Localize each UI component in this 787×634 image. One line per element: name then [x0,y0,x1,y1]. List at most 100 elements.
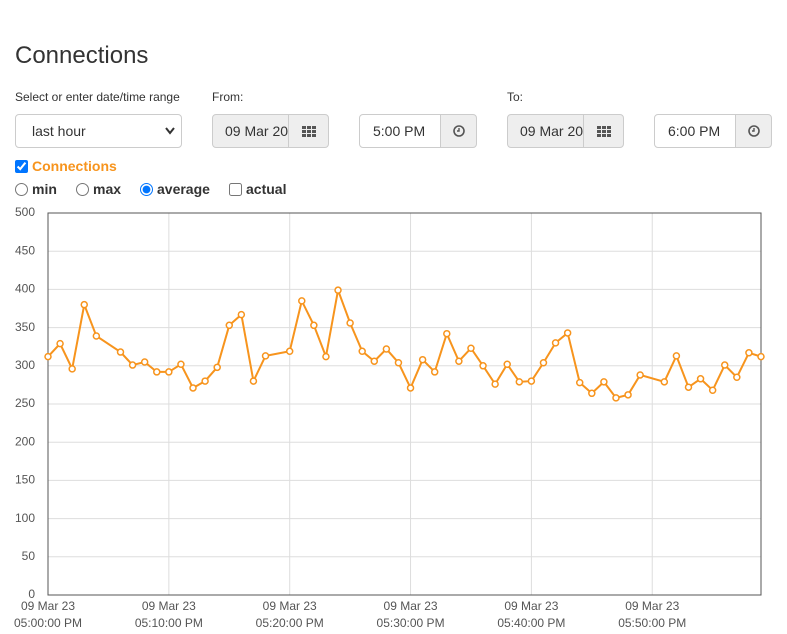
data-point [68,365,76,373]
y-tick-label: 150 [15,473,35,487]
clock-button[interactable] [440,114,477,148]
y-tick-label: 200 [15,434,35,448]
data-point [225,321,234,330]
data-point [128,361,137,369]
data-point [636,371,644,379]
to-date[interactable]: 09 Mar 2023 [507,114,584,148]
data-point [733,373,741,382]
mode-option[interactable]: min [15,181,57,197]
calendar-icon [596,125,611,137]
data-point [80,300,89,309]
chart: 0 50 100 150 200 250 300 350 400 450 500 09 Mar 23 0… [14,205,765,630]
data-point [660,378,669,386]
y-tick-label: 400 [15,282,35,296]
from-label: From: [212,90,244,104]
data-point [298,297,306,305]
y-tick-label: 450 [15,243,35,257]
mode-option[interactable]: max [76,181,121,197]
mode-label: min [32,181,57,197]
calendar-icon [301,125,316,137]
data-point [745,349,753,357]
data-point [624,391,632,399]
range-select[interactable]: last hour [15,114,182,148]
series-toggle-label: Connections [32,158,117,174]
from-date[interactable]: 09 Mar 2023 [212,114,289,148]
data-point [455,357,463,365]
data-point [310,321,318,330]
series-checkbox[interactable] [15,159,28,173]
data-point [116,348,125,356]
mode-option[interactable]: actual [229,181,286,197]
mode-input[interactable] [76,182,89,196]
data-point [92,332,101,340]
data-point [575,378,584,387]
data-point [237,310,246,319]
data-point [588,389,596,398]
data-point [418,355,427,364]
range-value: last hour [32,123,86,139]
data-point [600,378,608,386]
page-title: Connections [15,42,149,69]
data-point [213,363,221,372]
data-point [491,380,499,388]
mode-input[interactable] [140,182,153,196]
x-tick-label: 09 Mar 23 05:30:00 PM [377,599,445,630]
data-point [382,345,391,353]
data-point [406,384,415,392]
data-point [56,339,64,348]
data-point [249,377,258,385]
y-tick-label: 350 [15,320,35,334]
data-point [322,352,330,361]
data-point [358,347,366,356]
y-tick-label: 500 [15,205,35,219]
calendar-button[interactable] [583,114,624,148]
to-time[interactable]: 6:00 PM [654,114,736,148]
series-toggle: Connections [15,158,117,174]
to-label: To: [507,90,524,104]
x-tick-label: 09 Mar 23 05:20:00 PM [256,599,324,630]
y-tick-label: 0 [28,587,35,601]
series-line [47,286,762,400]
x-tick-label: 09 Mar 23 05:10:00 PM [135,599,203,630]
data-point [539,358,548,367]
data-point [177,360,185,369]
clock-icon [747,125,760,137]
data-point [551,339,560,347]
chevron [165,127,175,135]
data-point [696,375,705,383]
data-point [201,377,209,385]
from-time[interactable]: 5:00 PM [359,114,441,148]
data-point [370,357,379,365]
mode-input[interactable] [15,182,28,196]
data-point [563,329,572,337]
data-point [708,386,717,394]
plot-frame [47,212,762,596]
calendar-button[interactable] [288,114,329,148]
data-point [44,352,52,361]
data-point [189,384,197,392]
clock-button[interactable] [735,114,772,148]
data-point [153,368,161,376]
mode-input[interactable] [229,182,242,196]
x-tick-label: 09 Mar 23 05:00:00 PM [14,599,82,630]
data-point [467,344,475,352]
data-point [334,286,342,294]
data-point [757,352,765,361]
x-tick-label: 09 Mar 23 05:40:00 PM [497,599,565,630]
data-point [479,362,487,370]
data-point [684,383,693,391]
mode-label: max [93,181,122,197]
data-point [346,319,354,327]
mode-option[interactable]: average [140,181,210,197]
data-point [285,347,294,356]
y-tick-label: 250 [15,396,35,410]
y-tick-label: 300 [15,358,35,372]
mode-label: average [157,181,210,197]
data-point [140,358,149,366]
clock-icon [452,125,465,137]
data-point [515,378,524,386]
data-point [430,368,439,376]
y-tick-label: 100 [15,511,35,525]
data-point [261,352,270,360]
